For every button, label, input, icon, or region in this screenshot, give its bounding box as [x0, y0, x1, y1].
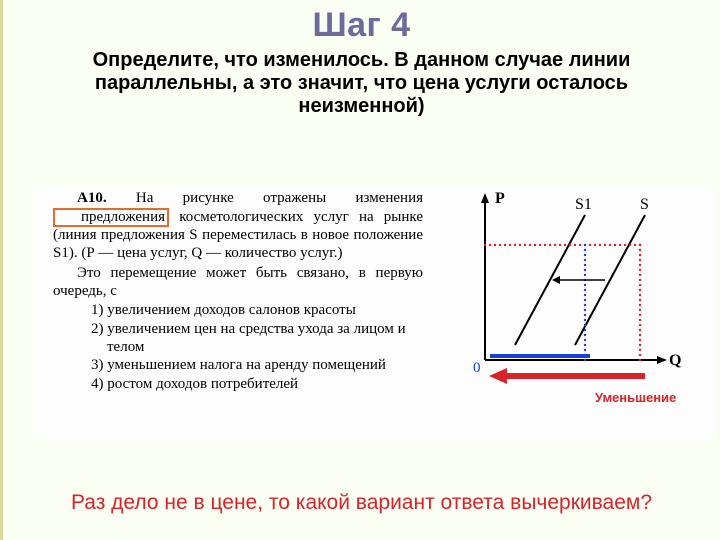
p1-pre: На рисунке отражены измене­ния — [136, 190, 423, 206]
problem-label: А10. — [77, 190, 107, 206]
svg-text:Q: Q — [669, 352, 681, 369]
svg-text:S: S — [640, 196, 649, 213]
svg-text:S1: S1 — [575, 196, 592, 213]
supply-chart: P Q 0 S S1 Уменьшение — [455, 185, 685, 435]
answer-3: 3) уменьшением налога на аренду помещени… — [91, 357, 423, 375]
answers: 1) увеличением доходов салонов кра­соты … — [53, 302, 423, 393]
highlight-box: предложения — [53, 208, 169, 228]
svg-text:0: 0 — [473, 360, 481, 376]
content-area: А10. На рисунке отражены измене­ния пред… — [33, 185, 715, 440]
answer-1: 1) увеличением доходов салонов кра­соты — [91, 302, 423, 320]
question-text: Раз дело не в цене, то какой вариант отв… — [3, 491, 720, 515]
slide-subtitle: Определите, что изменилось. В данном слу… — [3, 45, 720, 118]
answer-4: 4) ростом доходов потребителей — [91, 376, 423, 394]
slide-title: Шаг 4 — [3, 0, 720, 45]
answer-2: 2) увеличением цен на средства ухода за … — [91, 321, 423, 356]
decrease-label: Уменьшение — [595, 390, 676, 405]
svg-text:P: P — [495, 190, 505, 207]
p2: Это перемещение может быть связа­но, в п… — [53, 265, 423, 300]
problem-text: А10. На рисунке отражены измене­ния пред… — [53, 190, 423, 395]
